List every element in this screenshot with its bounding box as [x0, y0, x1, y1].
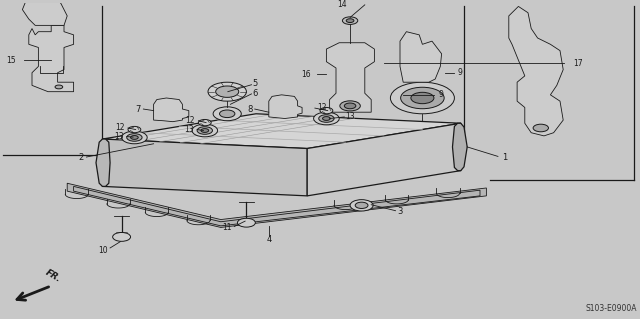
- Polygon shape: [96, 139, 110, 186]
- Circle shape: [346, 19, 354, 23]
- Circle shape: [208, 82, 246, 101]
- Circle shape: [340, 101, 360, 111]
- Text: 11: 11: [222, 223, 232, 232]
- Circle shape: [192, 124, 218, 137]
- Circle shape: [128, 126, 141, 133]
- Text: 12: 12: [115, 123, 125, 132]
- Circle shape: [342, 17, 358, 25]
- Text: S103-E0900A: S103-E0900A: [586, 304, 637, 313]
- Circle shape: [220, 110, 235, 118]
- Text: 1: 1: [502, 153, 508, 162]
- Polygon shape: [29, 26, 74, 92]
- Circle shape: [113, 233, 131, 241]
- Circle shape: [319, 115, 334, 122]
- Circle shape: [127, 134, 142, 141]
- Circle shape: [344, 103, 356, 109]
- Text: 16: 16: [301, 70, 310, 79]
- Text: 14: 14: [337, 0, 347, 9]
- Circle shape: [323, 117, 330, 120]
- Circle shape: [197, 127, 212, 134]
- Polygon shape: [400, 32, 442, 82]
- Circle shape: [390, 82, 454, 114]
- Text: 13: 13: [346, 112, 355, 121]
- Circle shape: [314, 112, 339, 125]
- Polygon shape: [67, 183, 486, 227]
- Text: 4: 4: [266, 235, 271, 244]
- Polygon shape: [269, 95, 302, 119]
- Circle shape: [213, 107, 241, 121]
- Circle shape: [533, 124, 548, 132]
- Circle shape: [320, 108, 333, 114]
- Circle shape: [401, 87, 444, 109]
- Text: 3: 3: [397, 207, 402, 216]
- Text: 9: 9: [438, 90, 444, 99]
- Text: 12: 12: [186, 115, 195, 125]
- Polygon shape: [307, 123, 461, 196]
- Polygon shape: [452, 123, 467, 171]
- Polygon shape: [102, 114, 461, 149]
- Circle shape: [122, 131, 147, 144]
- Circle shape: [355, 202, 368, 209]
- Text: 10: 10: [98, 246, 108, 255]
- Circle shape: [131, 136, 138, 139]
- Text: FR.: FR.: [44, 268, 62, 284]
- Text: 8: 8: [248, 105, 253, 114]
- Circle shape: [55, 85, 63, 89]
- Text: 15: 15: [6, 56, 16, 65]
- Text: 5: 5: [253, 79, 258, 88]
- Circle shape: [198, 119, 211, 126]
- Circle shape: [216, 86, 239, 97]
- Polygon shape: [22, 0, 67, 26]
- Text: 13: 13: [184, 125, 194, 134]
- Text: 6: 6: [253, 89, 258, 98]
- Polygon shape: [509, 6, 563, 136]
- Text: 7: 7: [136, 105, 141, 114]
- Text: 13: 13: [114, 132, 124, 141]
- Text: 9: 9: [458, 68, 463, 77]
- Circle shape: [411, 92, 434, 104]
- Circle shape: [350, 200, 373, 211]
- Circle shape: [201, 129, 209, 132]
- Text: 17: 17: [573, 59, 582, 68]
- Text: 12: 12: [317, 103, 326, 112]
- Text: 2: 2: [78, 153, 83, 162]
- Polygon shape: [326, 43, 374, 112]
- Polygon shape: [102, 139, 307, 196]
- Polygon shape: [154, 98, 189, 122]
- Circle shape: [237, 218, 255, 227]
